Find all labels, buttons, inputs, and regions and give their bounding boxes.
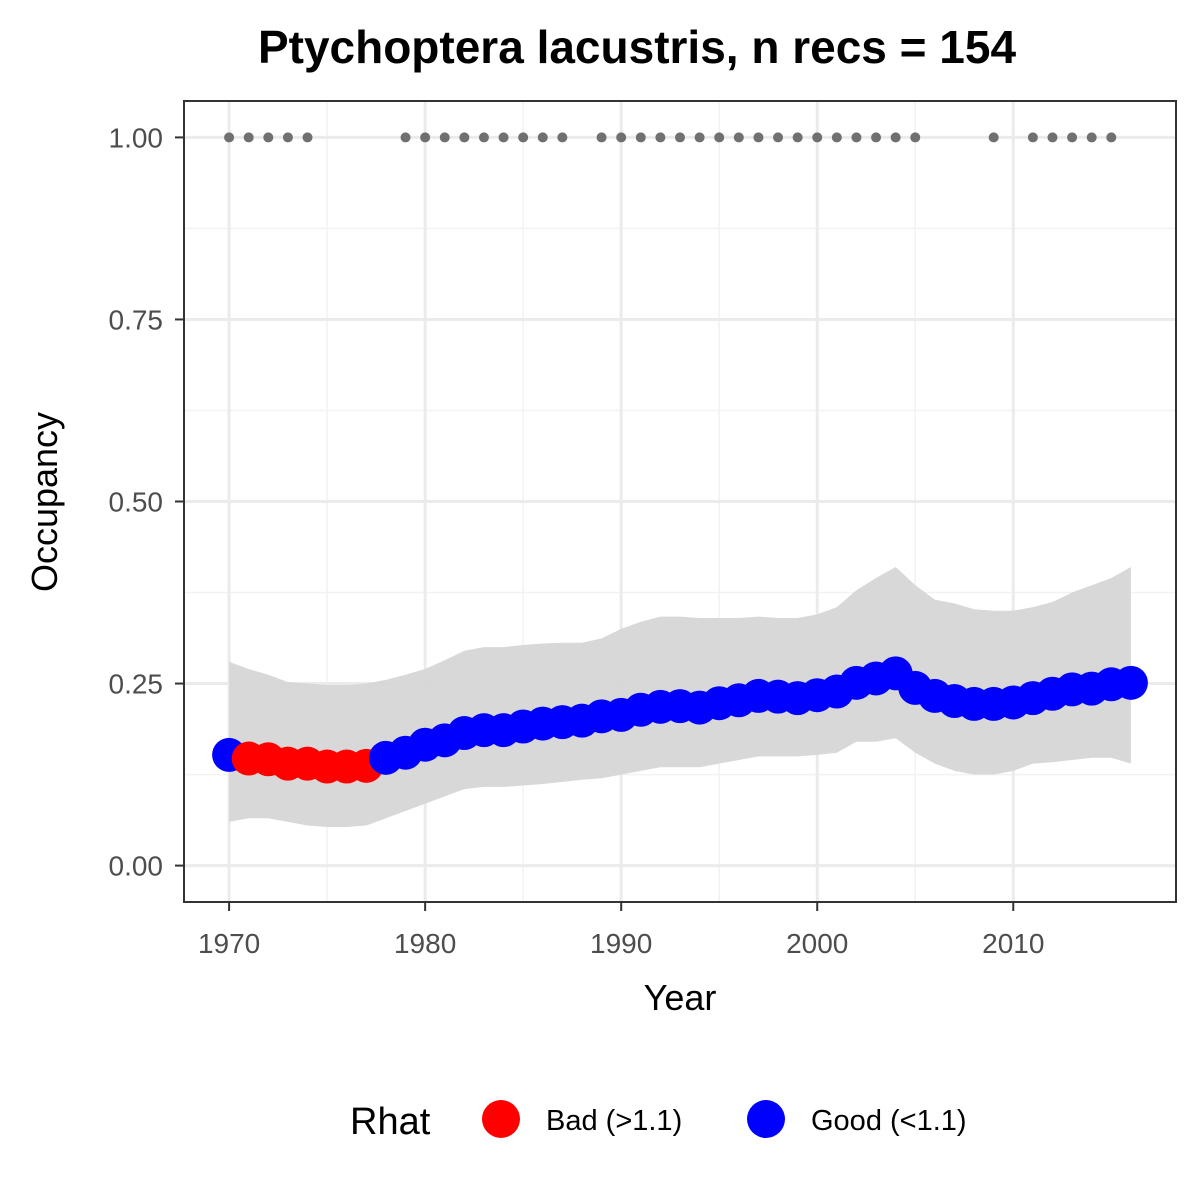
record-point — [616, 132, 627, 143]
y-axis: 0.00 0.25 0.50 0.75 1.00 — [109, 122, 184, 882]
record-point — [439, 132, 450, 143]
y-tick-label: 0.00 — [109, 851, 164, 882]
record-point — [1027, 132, 1038, 143]
y-axis-title: Occupancy — [24, 412, 65, 592]
legend: Rhat Bad (>1.1) Good (<1.1) — [350, 1100, 967, 1143]
x-tick-label: 1990 — [590, 928, 652, 959]
record-point — [518, 132, 529, 143]
record-point — [302, 132, 313, 143]
record-point — [243, 132, 254, 143]
record-point — [733, 132, 744, 143]
x-tick-label: 2010 — [982, 928, 1044, 959]
x-tick-label: 1980 — [394, 928, 456, 959]
record-point — [675, 132, 685, 143]
record-point — [459, 132, 470, 143]
record-point — [851, 132, 862, 143]
record-point — [792, 132, 803, 143]
record-point — [1086, 132, 1097, 143]
record-point — [753, 132, 764, 143]
y-tick-label: 1.00 — [109, 122, 164, 153]
occupancy-point — [1113, 665, 1148, 700]
record-point — [635, 132, 646, 143]
legend-label-good: Good (<1.1) — [811, 1105, 967, 1137]
record-point — [1047, 132, 1058, 143]
x-tick-label: 1970 — [198, 928, 260, 959]
record-point — [714, 132, 725, 143]
legend-label-bad: Bad (>1.1) — [546, 1105, 682, 1137]
legend-title: Rhat — [350, 1101, 431, 1143]
x-tick-label: 2000 — [786, 928, 848, 959]
x-axis: 1970 1980 1990 2000 2010 — [198, 902, 1044, 959]
record-point — [282, 132, 293, 143]
record-point — [1106, 132, 1117, 143]
record-point — [498, 132, 509, 143]
record-point — [988, 132, 999, 143]
record-point — [596, 132, 607, 143]
y-tick-label: 0.50 — [109, 487, 164, 518]
occupancy-points-layer — [212, 656, 1148, 784]
record-point — [400, 132, 411, 143]
record-point — [871, 132, 882, 143]
record-point — [557, 132, 568, 143]
record-point — [420, 132, 431, 143]
y-tick-label: 0.75 — [109, 304, 164, 335]
record-point — [1067, 132, 1078, 143]
record-point — [890, 132, 901, 143]
record-points-layer — [224, 132, 1117, 143]
record-point — [263, 132, 274, 143]
record-point — [537, 132, 548, 143]
record-point — [478, 132, 489, 143]
record-point — [812, 132, 823, 143]
legend-key-good — [747, 1100, 785, 1138]
x-axis-title: Year — [644, 977, 717, 1018]
record-point — [655, 132, 666, 143]
legend-key-bad — [482, 1100, 520, 1138]
record-point — [694, 132, 705, 143]
record-point — [224, 132, 235, 143]
record-point — [831, 132, 842, 143]
y-tick-label: 0.25 — [109, 669, 164, 700]
record-point — [910, 132, 921, 143]
chart-title: Ptychoptera lacustris, n recs = 154 — [258, 21, 1017, 73]
record-point — [773, 132, 784, 143]
